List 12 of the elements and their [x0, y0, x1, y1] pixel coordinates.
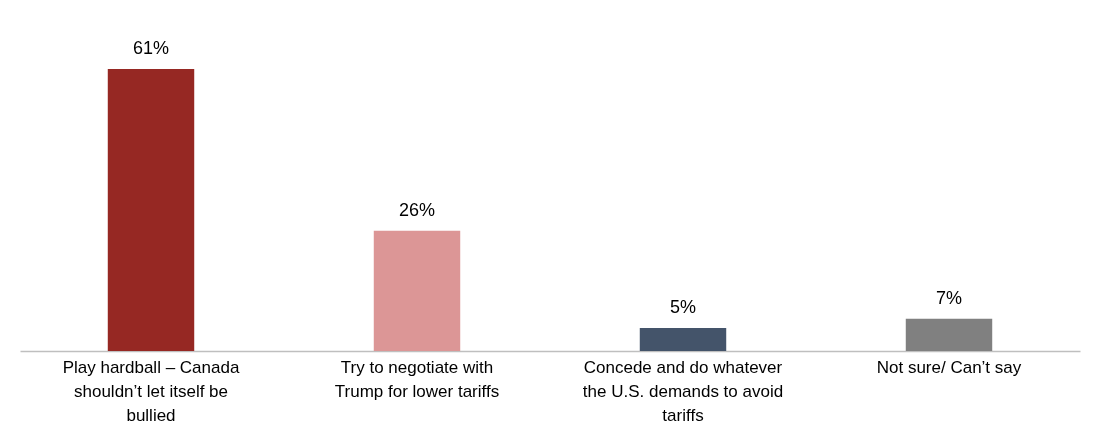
data-label: 5% — [669, 296, 697, 317]
bar — [905, 318, 993, 351]
x-tick-label: Not sure/ Can’t say — [876, 357, 1022, 377]
bar — [639, 327, 727, 351]
x-tick-label: Try to negotiate with Trump for lower tariffs — [334, 357, 500, 401]
data-label: 61% — [132, 38, 170, 58]
x-tick-label: Concede and do whatever the U.S. demands to avoid tariffs — [582, 357, 784, 425]
data-label: 26% — [398, 199, 436, 220]
data-label: 7% — [935, 287, 962, 308]
bar — [373, 230, 461, 351]
bar — [107, 69, 195, 351]
x-tick-label: Play hardball – Canada shouldn’t let itself be bullied — [62, 357, 240, 425]
